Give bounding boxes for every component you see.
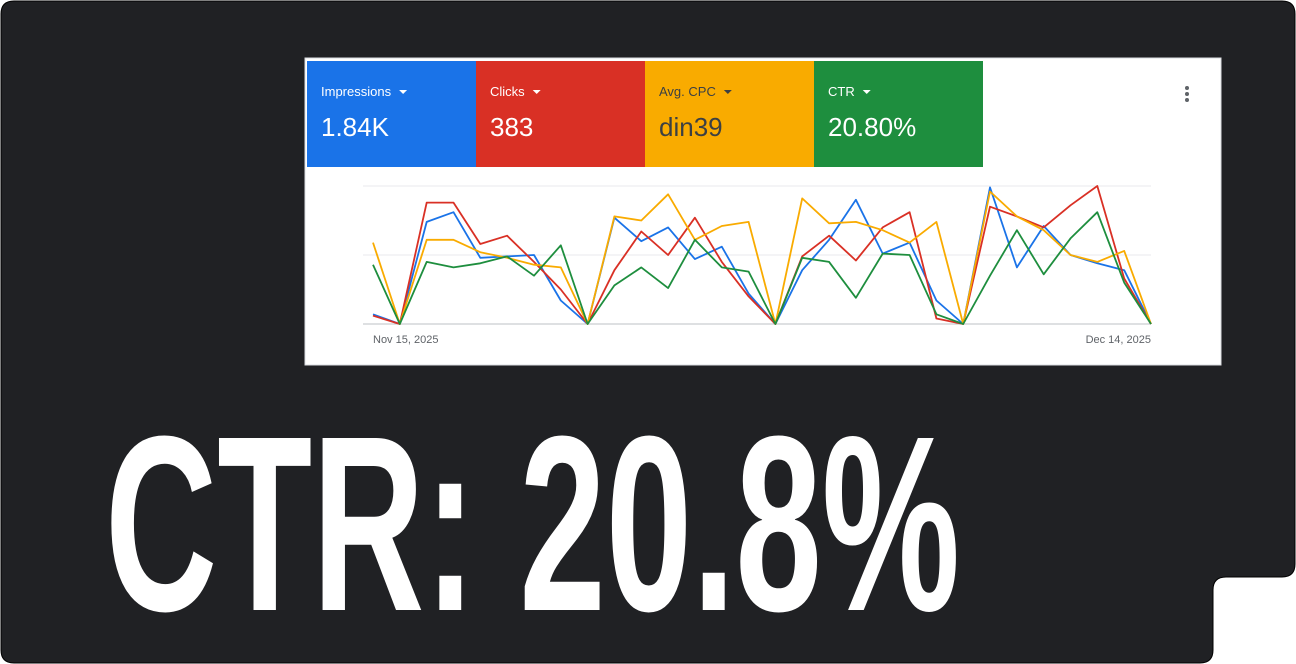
scorecards: Impressions 1.84K Clicks 383 Avg. CPC din39 CT… bbox=[307, 61, 983, 167]
dropdown-arrow bbox=[723, 90, 732, 94]
line-chart: Nov 15, 2025 Dec 14, 2025 bbox=[363, 185, 1152, 346]
scorecard-value: 383 bbox=[490, 112, 533, 142]
dropdown-arrow bbox=[532, 90, 541, 94]
scorecard-value: 1.84K bbox=[321, 112, 390, 142]
menu-dot bbox=[1185, 86, 1189, 90]
scorecard-value: 20.80% bbox=[828, 112, 916, 142]
x-tick-label: Nov 15, 2025 bbox=[373, 334, 438, 346]
menu-dot bbox=[1185, 92, 1189, 96]
scorecard-value: din39 bbox=[659, 112, 723, 142]
scorecard[interactable]: Clicks 383 bbox=[476, 61, 645, 167]
legend-label: Avg. CPC bbox=[659, 84, 716, 99]
scorecard-bg bbox=[307, 61, 476, 167]
menu-dot bbox=[1185, 98, 1189, 102]
scorecard-bg bbox=[476, 61, 645, 167]
scorecard[interactable]: Impressions 1.84K bbox=[307, 61, 476, 167]
scorecard-bg bbox=[814, 61, 983, 167]
scorecard[interactable]: Avg. CPC din39 bbox=[645, 61, 814, 167]
legend-label: Clicks bbox=[490, 84, 525, 99]
scorecard[interactable]: CTR 20.80% bbox=[814, 61, 983, 167]
dropdown-arrow bbox=[399, 90, 408, 94]
x-tick-label: Dec 14, 2025 bbox=[1086, 334, 1151, 346]
legend-label: Impressions bbox=[321, 84, 392, 99]
headline: CTR: 20.8% bbox=[105, 384, 960, 663]
legend-label: CTR bbox=[828, 84, 855, 99]
scorecard-bg bbox=[645, 61, 814, 167]
dropdown-arrow bbox=[862, 90, 871, 94]
more-menu[interactable] bbox=[1185, 86, 1189, 102]
series-line bbox=[372, 211, 1152, 325]
